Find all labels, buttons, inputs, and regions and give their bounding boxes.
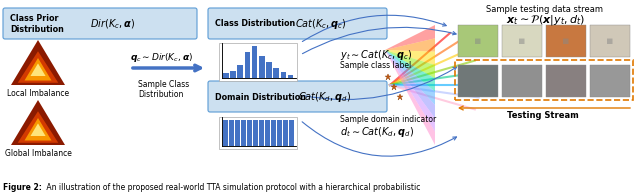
Bar: [259, 120, 264, 146]
Bar: [235, 120, 239, 146]
Polygon shape: [11, 100, 65, 145]
Bar: [259, 56, 264, 78]
Polygon shape: [11, 40, 65, 85]
Bar: [230, 71, 236, 78]
Polygon shape: [31, 63, 45, 76]
Polygon shape: [385, 38, 435, 52]
Bar: [223, 73, 228, 78]
Text: Sample Class
Distribution: Sample Class Distribution: [138, 80, 189, 99]
Text: ▪: ▪: [606, 36, 614, 46]
Bar: [280, 72, 286, 78]
Bar: [289, 120, 294, 146]
Polygon shape: [24, 118, 51, 141]
Bar: [288, 74, 293, 78]
Bar: [288, 74, 293, 78]
Text: Class Distribution: Class Distribution: [215, 20, 295, 28]
Bar: [283, 120, 287, 146]
Bar: [244, 52, 250, 78]
Bar: [229, 120, 234, 146]
Polygon shape: [31, 123, 45, 136]
Bar: [241, 120, 246, 146]
Bar: [271, 120, 276, 146]
Bar: [455, 60, 633, 100]
Bar: [546, 25, 586, 57]
Polygon shape: [18, 51, 58, 83]
Polygon shape: [385, 50, 435, 78]
Bar: [277, 120, 282, 146]
Bar: [253, 120, 258, 146]
Bar: [219, 43, 297, 81]
Bar: [283, 120, 287, 146]
Bar: [590, 25, 630, 57]
Bar: [502, 25, 542, 57]
Polygon shape: [385, 25, 435, 50]
Text: Testing Stream: Testing Stream: [507, 111, 579, 120]
Bar: [223, 120, 228, 146]
Bar: [259, 120, 264, 146]
Bar: [241, 120, 246, 146]
Text: Local Imbalance: Local Imbalance: [7, 89, 69, 98]
Bar: [219, 117, 297, 149]
Text: Domain Distribution: Domain Distribution: [215, 92, 306, 102]
Bar: [546, 65, 586, 97]
Bar: [235, 120, 239, 146]
Bar: [590, 65, 630, 97]
Text: ▪: ▪: [474, 36, 482, 46]
Bar: [259, 56, 264, 78]
Polygon shape: [385, 50, 435, 145]
Text: An illustration of the proposed real-world TTA simulation protocol with a hierar: An illustration of the proposed real-wor…: [44, 183, 420, 192]
Text: $y_t$$\sim$$Cat(K_c, \boldsymbol{q}_c)$: $y_t$$\sim$$Cat(K_c, \boldsymbol{q}_c)$: [340, 48, 413, 62]
Bar: [266, 62, 272, 78]
Bar: [237, 65, 243, 78]
Text: ▪: ▪: [518, 36, 525, 46]
Bar: [252, 46, 257, 78]
Bar: [266, 62, 272, 78]
Polygon shape: [385, 50, 435, 92]
Bar: [280, 72, 286, 78]
Text: Sample testing data stream: Sample testing data stream: [486, 5, 604, 14]
Bar: [229, 120, 234, 146]
Text: Global Imbalance: Global Imbalance: [4, 149, 72, 158]
Bar: [223, 73, 228, 78]
Bar: [247, 120, 252, 146]
Bar: [265, 120, 269, 146]
Text: Sample domain indicator: Sample domain indicator: [340, 115, 436, 124]
Text: $\boldsymbol{x}_t\sim\mathcal{P}(\boldsymbol{x}|y_t, d_t)$: $\boldsymbol{x}_t\sim\mathcal{P}(\boldsy…: [506, 13, 584, 27]
Bar: [252, 46, 257, 78]
Text: ▪: ▪: [563, 36, 570, 46]
Text: $Dir(K_c, \boldsymbol{\alpha})$: $Dir(K_c, \boldsymbol{\alpha})$: [90, 17, 135, 31]
Text: $Cat(K_c, \boldsymbol{q}_c)$: $Cat(K_c, \boldsymbol{q}_c)$: [295, 17, 347, 31]
Text: $d_t$$\sim$$Cat(K_d, \boldsymbol{q}_d)$: $d_t$$\sim$$Cat(K_d, \boldsymbol{q}_d)$: [340, 125, 414, 139]
Bar: [247, 120, 252, 146]
Polygon shape: [24, 58, 51, 81]
Text: Sample class label: Sample class label: [340, 60, 412, 69]
Bar: [273, 67, 279, 78]
Bar: [289, 120, 294, 146]
Bar: [230, 71, 236, 78]
Bar: [253, 120, 258, 146]
Text: $\boldsymbol{q}_c$$\sim$$Dir(K_c, \boldsymbol{\alpha})$: $\boldsymbol{q}_c$$\sim$$Dir(K_c, \bolds…: [130, 51, 193, 64]
Bar: [502, 65, 542, 97]
Text: Figure 2:: Figure 2:: [3, 183, 42, 192]
Text: $Cat(K_d, \boldsymbol{q}_d)$: $Cat(K_d, \boldsymbol{q}_d)$: [298, 90, 351, 104]
Bar: [458, 65, 498, 97]
Bar: [244, 52, 250, 78]
Polygon shape: [18, 111, 58, 143]
Bar: [223, 120, 228, 146]
Polygon shape: [385, 50, 435, 132]
FancyBboxPatch shape: [208, 81, 387, 112]
Polygon shape: [385, 50, 435, 105]
Text: Class Prior
Distribution: Class Prior Distribution: [10, 14, 64, 34]
Bar: [271, 120, 276, 146]
Polygon shape: [385, 50, 435, 118]
Bar: [265, 120, 269, 146]
Bar: [237, 65, 243, 78]
Bar: [273, 67, 279, 78]
Bar: [458, 25, 498, 57]
Bar: [277, 120, 282, 146]
FancyBboxPatch shape: [208, 8, 387, 39]
FancyBboxPatch shape: [3, 8, 197, 39]
Polygon shape: [385, 50, 435, 65]
